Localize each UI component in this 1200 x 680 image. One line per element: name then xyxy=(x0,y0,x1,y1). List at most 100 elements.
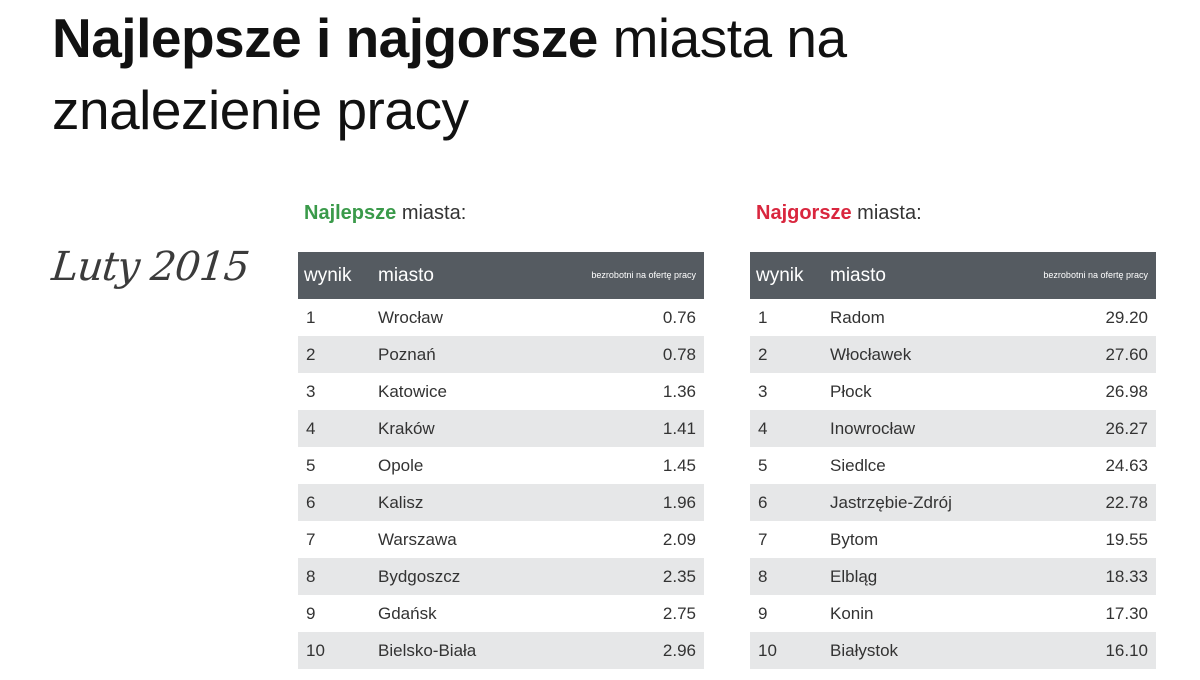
table-row: 3 Płock 26.98 xyxy=(750,373,1156,410)
table-row: 8 Bydgoszcz 2.35 xyxy=(298,558,704,595)
city-cell: Jastrzębie-Zdrój xyxy=(830,492,952,512)
table-row: 5 Opole 1.45 xyxy=(298,447,704,484)
table-row: 3 Katowice 1.36 xyxy=(298,373,704,410)
rank-cell: 8 xyxy=(758,566,768,586)
table-row: 8 Elbląg 18.33 xyxy=(750,558,1156,595)
ratio-cell: 1.36 xyxy=(662,381,696,401)
table-row: 4 Kraków 1.41 xyxy=(298,410,704,447)
city-cell: Poznań xyxy=(378,344,436,364)
ratio-cell: 18.33 xyxy=(1105,566,1148,586)
rank-cell: 4 xyxy=(306,418,316,438)
rank-cell: 6 xyxy=(306,492,316,512)
rank-cell: 1 xyxy=(758,307,768,327)
worst-label: Najgorsze miasta: xyxy=(756,198,1156,228)
rank-cell: 3 xyxy=(306,381,316,401)
ratio-cell: 26.98 xyxy=(1105,381,1148,401)
date-label: Luty 2015 xyxy=(49,244,251,290)
rank-cell: 4 xyxy=(758,418,768,438)
rank-cell: 5 xyxy=(758,455,768,475)
header-ratio: bezrobotni na ofertę pracy xyxy=(591,270,696,280)
city-cell: Radom xyxy=(830,307,885,327)
rank-cell: 7 xyxy=(758,529,768,549)
ratio-cell: 16.10 xyxy=(1105,640,1148,660)
worst-label-rest: miasta: xyxy=(857,202,922,224)
table-row: 6 Jastrzębie-Zdrój 22.78 xyxy=(750,484,1156,521)
rank-cell: 1 xyxy=(306,307,316,327)
table-row: 5 Siedlce 24.63 xyxy=(750,447,1156,484)
city-cell: Konin xyxy=(830,603,874,623)
ratio-cell: 1.41 xyxy=(662,418,696,438)
ratio-cell: 26.27 xyxy=(1105,418,1148,438)
ratio-cell: 2.96 xyxy=(662,640,696,660)
rank-cell: 10 xyxy=(306,640,325,660)
city-cell: Bielsko-Biała xyxy=(378,640,477,660)
page-title: Najlepsze i najgorsze miasta na znalezie… xyxy=(52,2,847,146)
table-row: 1 Wrocław 0.76 xyxy=(298,299,704,336)
rank-cell: 2 xyxy=(758,344,768,364)
ratio-cell: 0.78 xyxy=(662,344,696,364)
rank-cell: 9 xyxy=(758,603,768,623)
table-row: 9 Konin 17.30 xyxy=(750,595,1156,632)
city-cell: Elbląg xyxy=(830,566,878,586)
worst-cities-table: wynik miasto bezrobotni na ofertę pracy … xyxy=(750,252,1156,669)
header-city: miasto xyxy=(378,264,434,286)
best-label-rest: miasta: xyxy=(401,202,467,224)
table-row: 2 Poznań 0.78 xyxy=(298,336,704,373)
rank-cell: 9 xyxy=(306,603,316,623)
header-ratio: bezrobotni na ofertę pracy xyxy=(1043,270,1148,280)
rank-cell: 2 xyxy=(306,344,316,364)
city-cell: Bytom xyxy=(830,529,879,549)
ratio-cell: 0.76 xyxy=(662,307,696,327)
city-cell: Kalisz xyxy=(378,492,424,512)
city-cell: Płock xyxy=(830,381,872,401)
ratio-cell: 27.60 xyxy=(1105,344,1148,364)
city-cell: Kraków xyxy=(378,418,435,438)
table-row: 2 Włocławek 27.60 xyxy=(750,336,1156,373)
header-rank: wynik xyxy=(304,264,352,286)
city-cell: Wrocław xyxy=(378,307,443,327)
best-label: Najlepsze miasta: xyxy=(304,198,704,228)
city-cell: Inowrocław xyxy=(830,418,916,438)
title-line2: znalezienie pracy xyxy=(52,79,469,141)
title-bold: Najlepsze i najgorsze xyxy=(52,7,598,69)
header-city: miasto xyxy=(830,264,886,286)
header-rank: wynik xyxy=(756,264,804,286)
ratio-cell: 2.35 xyxy=(662,566,696,586)
best-label-highlight: Najlepsze xyxy=(304,202,397,224)
ratio-cell: 24.63 xyxy=(1105,455,1148,475)
table-row: 6 Kalisz 1.96 xyxy=(298,484,704,521)
table-row: 7 Warszawa 2.09 xyxy=(298,521,704,558)
rank-cell: 8 xyxy=(306,566,316,586)
ratio-cell: 1.45 xyxy=(662,455,696,475)
city-cell: Bydgoszcz xyxy=(378,566,461,586)
city-cell: Gdańsk xyxy=(378,603,437,623)
table-row: 9 Gdańsk 2.75 xyxy=(298,595,704,632)
worst-label-highlight: Najgorsze xyxy=(756,202,852,224)
ratio-cell: 19.55 xyxy=(1105,529,1148,549)
worst-cities-section: Najgorsze miasta: wynik miasto bezrobotn… xyxy=(750,198,1156,669)
ratio-cell: 1.96 xyxy=(662,492,696,512)
table-row: 10 Białystok 16.10 xyxy=(750,632,1156,669)
city-cell: Opole xyxy=(378,455,424,475)
ratio-cell: 22.78 xyxy=(1105,492,1148,512)
best-cities-table: wynik miasto bezrobotni na ofertę pracy … xyxy=(298,252,704,669)
table-row: 1 Radom 29.20 xyxy=(750,299,1156,336)
city-cell: Warszawa xyxy=(378,529,457,549)
ratio-cell: 29.20 xyxy=(1105,307,1148,327)
best-cities-section: Najlepsze miasta: wynik miasto bezrobotn… xyxy=(298,198,704,669)
table-header-row: wynik miasto bezrobotni na ofertę pracy xyxy=(750,252,1156,299)
title-rest: miasta na xyxy=(612,7,847,69)
table-row: 4 Inowrocław 26.27 xyxy=(750,410,1156,447)
rank-cell: 5 xyxy=(306,455,316,475)
table-row: 7 Bytom 19.55 xyxy=(750,521,1156,558)
rank-cell: 7 xyxy=(306,529,316,549)
ratio-cell: 2.09 xyxy=(662,529,696,549)
rank-cell: 3 xyxy=(758,381,768,401)
rank-cell: 10 xyxy=(758,640,777,660)
ratio-cell: 2.75 xyxy=(662,603,696,623)
rank-cell: 6 xyxy=(758,492,768,512)
ratio-cell: 17.30 xyxy=(1105,603,1148,623)
city-cell: Włocławek xyxy=(830,344,912,364)
city-cell: Katowice xyxy=(378,381,447,401)
table-row: 10 Bielsko-Biała 2.96 xyxy=(298,632,704,669)
